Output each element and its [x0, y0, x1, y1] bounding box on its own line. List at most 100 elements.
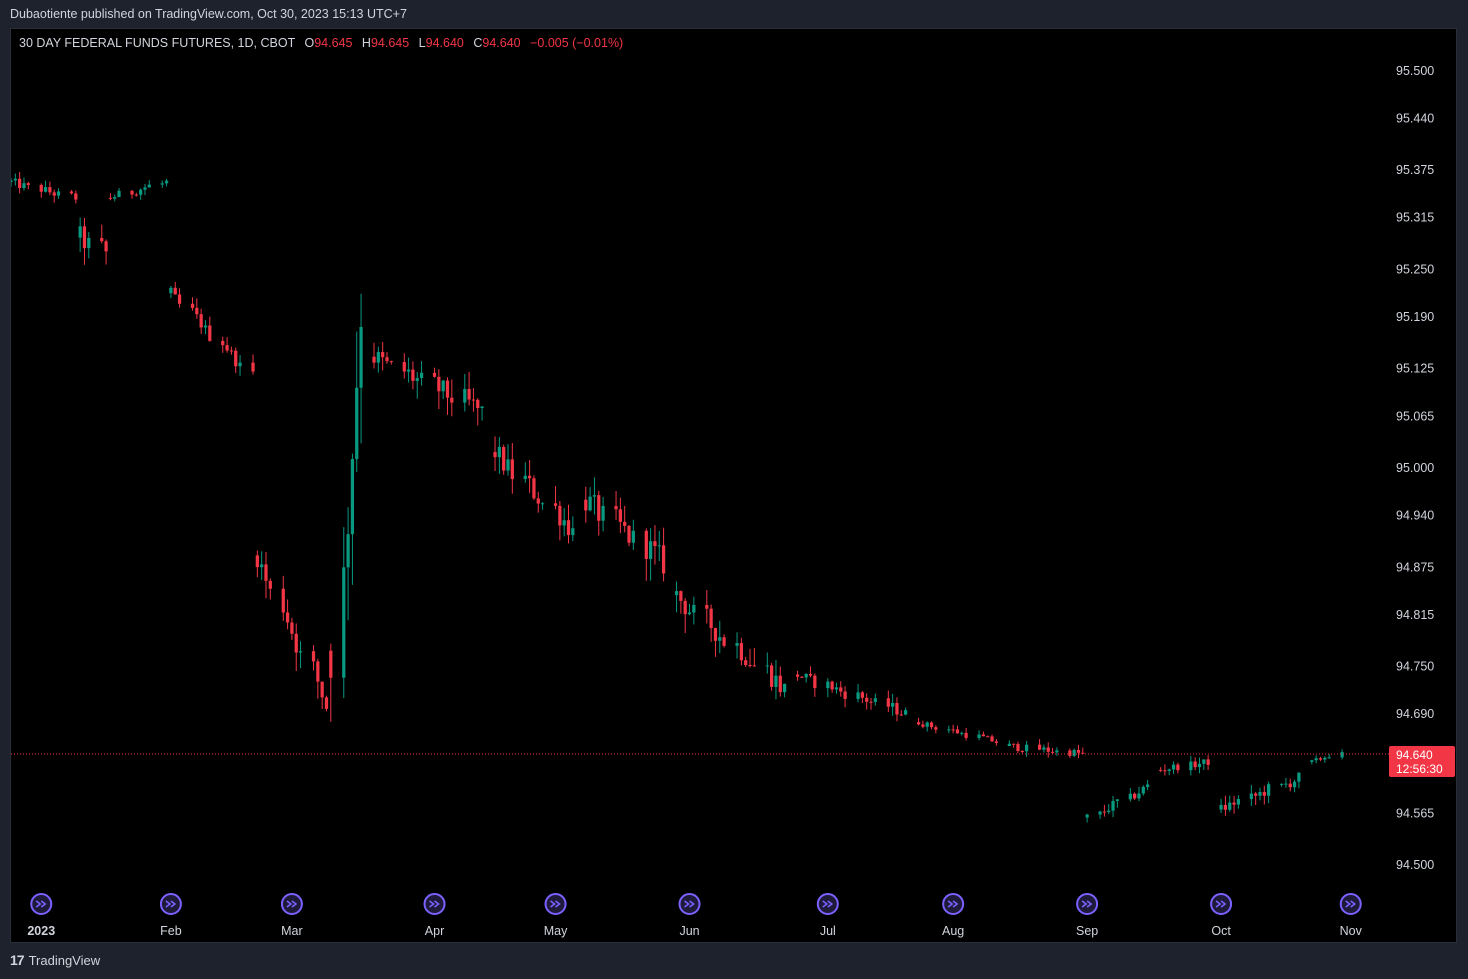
- time-tick-label: Nov: [1340, 924, 1363, 938]
- candle-body: [705, 605, 709, 609]
- candle-body: [177, 294, 182, 304]
- economic-event-icon[interactable]: [816, 893, 839, 915]
- candle-body: [376, 352, 380, 363]
- candle-body: [739, 643, 743, 661]
- candle-body: [527, 475, 532, 479]
- time-axis[interactable]: 2023 Feb Mar Apr May Jun Jul Aug Sep Oct Nov: [27, 893, 1363, 938]
- candle-body: [804, 673, 808, 678]
- candle-body: [346, 534, 350, 568]
- candle-body: [903, 710, 908, 715]
- last-price-badge: 94.640 12:56:30: [1389, 745, 1455, 777]
- candle-body: [329, 650, 333, 678]
- candle-body: [1267, 784, 1271, 796]
- candle-body: [52, 192, 56, 196]
- candle-body: [290, 622, 294, 634]
- candle-body: [160, 183, 164, 185]
- candle-body: [74, 193, 78, 200]
- high-label: H: [361, 36, 371, 50]
- candle-body: [1141, 786, 1145, 794]
- economic-event-icon[interactable]: [544, 893, 567, 915]
- economic-event-icon[interactable]: [1076, 893, 1099, 915]
- candle-body: [584, 499, 588, 511]
- candle-body: [1292, 781, 1297, 788]
- candle-body: [653, 541, 657, 547]
- economic-event-icon[interactable]: [159, 893, 182, 915]
- economic-event-icon[interactable]: [30, 893, 53, 915]
- candle-body: [78, 226, 82, 238]
- candle-body: [39, 184, 43, 192]
- candle-body: [100, 237, 104, 242]
- candle-body: [886, 698, 890, 707]
- candle-body: [1107, 810, 1111, 812]
- symbol-name[interactable]: 30 DAY FEDERAL FUNDS FUTURES, 1D, CBOT: [19, 36, 295, 50]
- candle-body: [981, 734, 986, 737]
- candle-body: [1102, 811, 1107, 813]
- candle-body: [1068, 750, 1072, 756]
- chart-pane[interactable]: 95.500 95.440 95.375 95.315 95.250 95.190 95.1…: [10, 28, 1457, 943]
- tradingview-logo-icon[interactable]: 17: [10, 952, 25, 968]
- candle-body: [1297, 772, 1301, 782]
- candle-body: [82, 226, 87, 249]
- price-tick-label: 94.815: [1396, 608, 1434, 622]
- candle-body: [623, 521, 627, 526]
- candle-body: [1284, 783, 1288, 785]
- candle-body: [571, 528, 575, 536]
- candle-body: [1197, 763, 1202, 768]
- candle-body: [597, 495, 601, 521]
- candle-body: [765, 665, 769, 667]
- economic-event-icon[interactable]: [1210, 893, 1233, 915]
- economic-event-icon[interactable]: [942, 893, 965, 915]
- time-tick-label: Sep: [1076, 924, 1098, 938]
- event-icon-arrows: [684, 900, 695, 908]
- candle-body: [661, 545, 666, 574]
- economic-event-icon[interactable]: [678, 893, 701, 915]
- candle-body: [415, 378, 419, 381]
- time-tick-label: Feb: [160, 924, 182, 938]
- economic-event-icon[interactable]: [423, 893, 446, 915]
- economic-event-icon[interactable]: [280, 893, 303, 915]
- price-axis[interactable]: 95.500 95.440 95.375 95.315 95.250 95.190 95.1…: [1396, 64, 1434, 872]
- event-icon-arrows: [1081, 900, 1093, 908]
- candle-body: [1128, 793, 1132, 800]
- brand-name[interactable]: TradingView: [28, 952, 101, 968]
- candle-body: [709, 608, 713, 629]
- time-tick-label: Oct: [1211, 924, 1231, 938]
- candle-body: [1223, 804, 1228, 810]
- candle-body: [891, 702, 895, 707]
- candle-body: [104, 241, 108, 252]
- time-tick-label: Jun: [679, 924, 699, 938]
- candle-body: [463, 388, 467, 403]
- price-tick-label: 95.375: [1396, 163, 1434, 177]
- candle-body: [1042, 747, 1046, 750]
- candle-body: [221, 340, 225, 346]
- candle-body: [722, 637, 726, 646]
- price-tick-label: 94.690: [1396, 707, 1434, 721]
- candle-body: [860, 692, 865, 698]
- time-tick-label: 2023: [27, 924, 55, 938]
- candle-body: [441, 380, 445, 392]
- candle-body: [1189, 761, 1193, 771]
- candle-body: [1007, 743, 1011, 747]
- candle-body: [683, 600, 687, 615]
- candle-body: [929, 722, 934, 728]
- candlestick-chart[interactable]: 95.500 95.440 95.375 95.315 95.250 95.190 95.1…: [11, 29, 1457, 943]
- candle-body: [1111, 800, 1115, 811]
- candle-body: [467, 388, 471, 400]
- price-tick-label: 95.190: [1396, 310, 1434, 324]
- candle-body: [540, 503, 545, 505]
- price-tick-label: 95.065: [1396, 409, 1434, 423]
- open-label: O: [304, 36, 315, 50]
- candle-body: [260, 564, 264, 568]
- candle-body: [977, 734, 981, 738]
- candle-body: [381, 352, 385, 358]
- candle-body: [899, 714, 903, 716]
- candle-body: [406, 369, 411, 372]
- candle-body: [56, 191, 61, 196]
- candle-body: [139, 189, 143, 195]
- economic-event-icon[interactable]: [1339, 893, 1362, 915]
- candle-body: [294, 633, 298, 653]
- candle-body: [1163, 770, 1167, 772]
- low-value: 94.640: [425, 36, 464, 50]
- time-tick-label: May: [544, 924, 568, 938]
- candle-body: [419, 372, 424, 379]
